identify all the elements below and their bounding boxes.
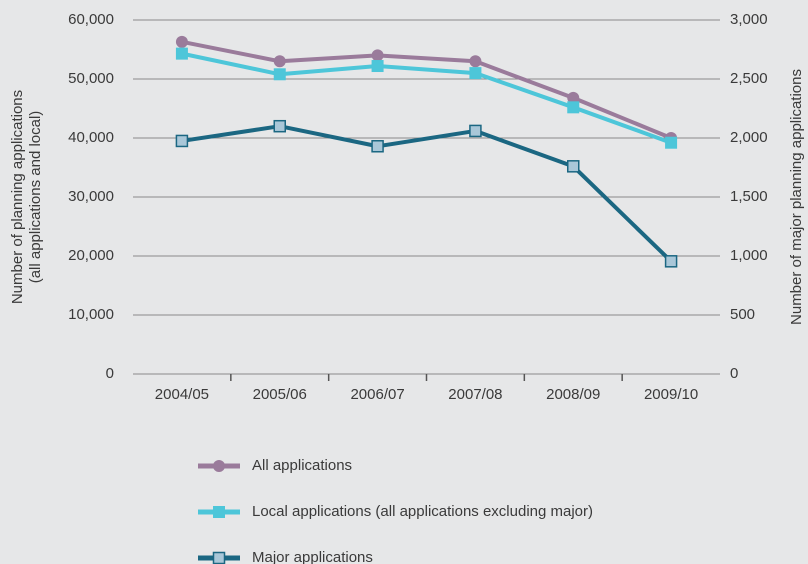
y-tick-label: 40,000: [68, 129, 114, 146]
data-point: [273, 68, 286, 81]
legend-marker: [213, 460, 225, 472]
y-tick-label: 50,000: [68, 70, 114, 87]
y-tick-label: 20,000: [68, 247, 114, 264]
data-point: [567, 101, 580, 114]
series-line: [181, 39, 672, 140]
x-tick-label: 2009/10: [644, 386, 698, 403]
data-point: [469, 67, 482, 80]
data-point: [371, 140, 384, 153]
y-tick-label: 30,000: [68, 188, 114, 205]
series-line: [181, 124, 673, 263]
data-point: [665, 136, 678, 149]
data-point: [567, 160, 580, 173]
data-point: [664, 255, 678, 268]
data-point: [175, 134, 189, 148]
x-tick-label: 2007/08: [448, 386, 502, 403]
data-point: [371, 49, 384, 62]
y2-tick-label: 1,000: [730, 247, 768, 264]
x-tick-label: 2008/09: [546, 386, 600, 403]
y2-tick-label: 0: [730, 365, 738, 382]
legend-marker: [212, 551, 226, 564]
y2-tick-label: 2,000: [730, 129, 768, 146]
series-line: [181, 51, 672, 145]
y-axis-label: (all applications and local): [27, 111, 44, 284]
data-point: [567, 91, 580, 104]
y-tick-label: 0: [106, 365, 114, 382]
data-point: [273, 55, 286, 68]
data-point: [469, 55, 482, 68]
data-point: [175, 35, 188, 48]
x-tick-label: 2004/05: [155, 386, 209, 403]
x-tick-label: 2006/07: [350, 386, 404, 403]
y2-axis-label: Number of major planning applications: [788, 69, 805, 325]
data-point: [175, 47, 188, 60]
y-tick-label: 60,000: [68, 11, 114, 28]
y-tick-label: 10,000: [68, 306, 114, 323]
y-axis-label: Number of planning applications: [9, 90, 26, 304]
legend-marker: [213, 506, 225, 518]
data-point: [371, 60, 384, 73]
legend-label: Local applications (all applications exc…: [252, 503, 593, 520]
y2-tick-label: 1,500: [730, 188, 768, 205]
y2-tick-label: 2,500: [730, 70, 768, 87]
legend-label: Major applications: [252, 549, 373, 564]
legend-label: All applications: [252, 457, 352, 474]
x-tick-label: 2005/06: [253, 386, 307, 403]
data-point: [469, 124, 482, 138]
y2-tick-label: 3,000: [730, 11, 768, 28]
data-point: [273, 119, 286, 133]
y2-tick-label: 500: [730, 306, 755, 323]
